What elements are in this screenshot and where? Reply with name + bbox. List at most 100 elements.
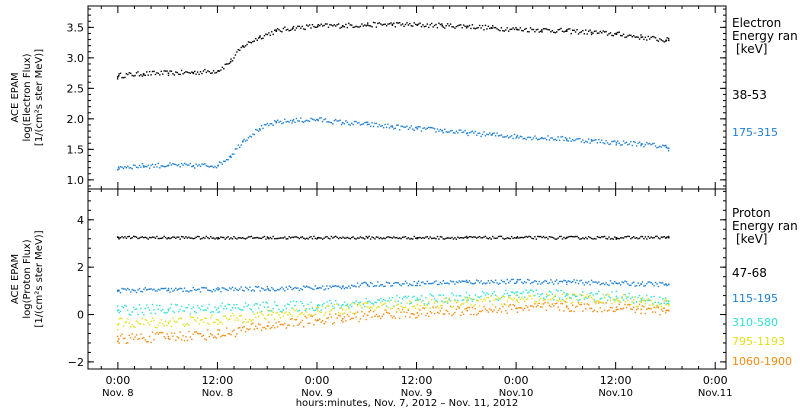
electron-series-1-sample <box>557 29 559 31</box>
proton-series-5-sample <box>239 326 241 329</box>
proton-series-2-sample <box>317 287 319 289</box>
proton-series-4-sample <box>441 304 443 307</box>
proton-series-1 <box>116 235 670 240</box>
electron-y-tick-label: 1.5 <box>67 143 85 156</box>
electron-series-1-sample <box>547 28 549 31</box>
proton-series-1-sample <box>451 236 453 239</box>
proton-series-5-sample <box>663 307 665 309</box>
proton-series-4-sample <box>304 308 306 310</box>
electron-series-1-sample <box>194 70 196 73</box>
electron-series-1-sample <box>127 73 129 76</box>
proton-series-3-point <box>316 305 319 307</box>
proton-series-4-sample <box>419 305 421 307</box>
proton-series-1-sample <box>531 237 533 240</box>
proton-series-3-sample <box>512 291 514 294</box>
electron-series-1-sample <box>135 72 138 74</box>
proton-series-5-sample <box>128 334 130 337</box>
proton-series-3-sample <box>589 292 591 295</box>
proton-series-4-sample <box>390 308 392 310</box>
proton-series-1-sample <box>630 237 632 240</box>
proton-series-5-sample <box>521 307 523 309</box>
electron-series-2-point <box>491 134 493 136</box>
proton-series-4-sample <box>217 323 219 326</box>
electron-series-1-point <box>391 23 394 26</box>
proton-series-5-sample <box>301 319 303 322</box>
proton-series-1-sample <box>252 237 254 239</box>
proton-series-1-sample <box>638 237 641 239</box>
electron-series-2-sample <box>195 163 197 165</box>
proton-series-4-sample <box>633 298 635 301</box>
electron-series-2-sample <box>554 138 556 141</box>
electron-series-1-sample <box>494 26 497 29</box>
proton-series-5-sample <box>401 308 404 311</box>
proton-series-5-sample <box>385 311 388 313</box>
electron-series-2-sample <box>596 142 599 144</box>
proton-series-5-sample <box>476 314 478 316</box>
proton-series-1-sample <box>192 237 194 240</box>
proton-series-2-sample <box>295 287 298 289</box>
proton-series-3-sample <box>362 303 365 306</box>
proton-series-2-sample <box>541 282 543 284</box>
proton-series-5-sample <box>609 306 612 309</box>
electron-series-1-sample <box>561 30 564 33</box>
proton-series-1-sample <box>428 237 430 240</box>
electron-series-2-sample <box>500 134 503 136</box>
electron-series-2-sample <box>192 165 194 167</box>
proton-series-3-sample <box>125 305 128 307</box>
proton-series-5-sample <box>419 309 421 311</box>
proton-series-2-sample <box>362 282 365 284</box>
proton-series-1-sample <box>337 237 340 240</box>
proton-series-5-sample <box>336 317 338 319</box>
proton-series-3-point <box>640 299 643 301</box>
proton-series-2-sample <box>323 289 325 291</box>
proton-series-2-sample <box>468 280 471 282</box>
proton-series-3-sample <box>538 295 540 298</box>
proton-series-3-sample <box>122 306 125 309</box>
proton-series-1-sample <box>524 236 526 238</box>
electron-series-2-sample <box>303 121 305 123</box>
electron-series-1-sample <box>509 28 511 31</box>
proton-series-4-sample <box>653 301 655 304</box>
proton-series-1-sample <box>489 237 491 239</box>
proton-series-4-sample <box>534 300 536 303</box>
proton-series-3-sample <box>435 299 437 302</box>
proton-series-4-sample <box>225 317 228 319</box>
proton-series-3-sample <box>486 292 488 294</box>
proton-series-4-sample <box>327 305 330 307</box>
proton-series-3-sample <box>582 291 584 293</box>
proton-series-3-sample <box>172 310 174 312</box>
proton-series-1-sample <box>182 236 184 238</box>
proton-series-1-sample <box>377 236 379 238</box>
proton-series-1-sample <box>227 236 229 238</box>
proton-series-5-sample <box>381 315 383 318</box>
proton-series-5-sample <box>253 328 256 330</box>
proton-series-1-sample <box>460 236 462 239</box>
electron-series-2-sample <box>441 130 443 132</box>
proton-series-3-sample <box>221 302 224 305</box>
proton-series-2-sample <box>285 286 287 288</box>
electron-series-2-sample <box>641 143 644 145</box>
proton-series-2-sample <box>619 284 622 286</box>
proton-series-1-sample <box>375 236 378 238</box>
proton-series-2-sample <box>369 282 372 284</box>
electron-series-1-sample <box>239 49 241 51</box>
electron-series-2-sample <box>124 166 126 168</box>
proton-series-3-sample <box>455 295 458 297</box>
proton-series-5-sample <box>348 315 350 317</box>
proton-series-2-sample <box>211 291 213 293</box>
proton-series-5-sample <box>156 331 158 334</box>
electron-series-1-sample <box>335 25 337 27</box>
electron-series-1-sample <box>303 28 305 30</box>
proton-series-5-sample <box>538 302 540 305</box>
proton-series-2-sample <box>438 283 440 286</box>
proton-series-5-sample <box>234 335 237 338</box>
proton-legend-entry-4: 795-1193 <box>732 335 785 348</box>
proton-series-5-sample <box>502 305 504 308</box>
proton-series-4-sample <box>455 302 458 304</box>
proton-series-1-sample <box>403 236 405 238</box>
proton-series-3-sample <box>419 298 421 300</box>
proton-series-2-sample <box>316 287 318 290</box>
proton-series-1-sample <box>441 236 443 238</box>
proton-series-1-sample <box>289 237 292 239</box>
proton-series-2-sample <box>654 281 657 284</box>
